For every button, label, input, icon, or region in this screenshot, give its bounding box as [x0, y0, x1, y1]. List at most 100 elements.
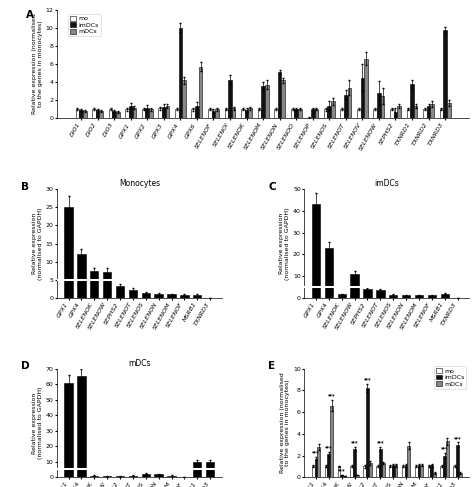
Bar — [350, 467, 353, 477]
Bar — [315, 110, 318, 118]
Text: ***: *** — [377, 440, 384, 445]
Bar — [199, 67, 202, 118]
Legend: mo, imDCs, mDCs: mo, imDCs, mDCs — [68, 14, 100, 36]
Bar — [433, 473, 436, 477]
Bar — [155, 294, 163, 298]
Bar — [245, 111, 248, 118]
Bar — [92, 110, 96, 118]
Bar — [397, 106, 401, 118]
Bar — [109, 110, 112, 118]
Bar — [90, 476, 99, 477]
Bar — [428, 296, 436, 298]
Text: ***: *** — [312, 450, 320, 455]
Bar — [274, 110, 278, 118]
Bar — [155, 474, 163, 477]
Text: ***: *** — [364, 377, 371, 382]
Bar — [158, 109, 162, 118]
Bar — [340, 110, 344, 118]
Text: ***: *** — [351, 440, 358, 445]
Bar — [393, 112, 397, 118]
Bar — [439, 110, 443, 118]
Bar — [405, 465, 408, 477]
Bar — [193, 295, 201, 298]
Bar — [315, 459, 318, 477]
Bar — [180, 295, 189, 298]
Bar — [382, 463, 384, 477]
Bar — [337, 467, 340, 477]
Bar — [418, 465, 420, 477]
Bar — [430, 104, 434, 118]
Bar — [344, 95, 347, 118]
Bar — [331, 101, 335, 118]
Bar — [83, 111, 87, 118]
Bar — [282, 80, 285, 118]
Bar — [77, 376, 86, 477]
Text: ***: *** — [454, 436, 461, 441]
Bar — [103, 476, 111, 477]
Bar — [402, 295, 410, 298]
Bar — [415, 295, 423, 298]
Bar — [364, 58, 368, 118]
Y-axis label: Relative expression
(normalised to GAPDH): Relative expression (normalised to GAPDH… — [32, 207, 43, 280]
Bar — [407, 110, 410, 118]
Text: ***: *** — [338, 468, 346, 473]
Bar — [211, 111, 215, 118]
Title: imDCs: imDCs — [374, 179, 399, 188]
Bar — [376, 467, 379, 477]
Bar — [440, 467, 443, 477]
Bar — [64, 382, 73, 477]
Bar — [291, 110, 294, 118]
Bar — [261, 86, 265, 118]
Bar — [90, 271, 99, 298]
Bar — [325, 467, 328, 477]
Bar — [318, 447, 320, 477]
Bar — [343, 476, 346, 477]
Bar — [427, 106, 430, 118]
Bar — [162, 107, 165, 118]
Bar — [103, 273, 111, 298]
Bar — [116, 112, 119, 118]
Bar — [414, 106, 418, 118]
Bar — [79, 111, 83, 118]
Bar — [395, 465, 398, 477]
Bar — [298, 110, 301, 118]
Bar — [116, 286, 124, 298]
Bar — [440, 294, 449, 298]
Legend: mo, imDCs, mDCs: mo, imDCs, mDCs — [434, 366, 466, 389]
Bar — [142, 474, 150, 477]
Bar — [430, 465, 433, 477]
Bar — [415, 467, 418, 477]
Bar — [325, 248, 333, 298]
Bar — [64, 207, 73, 298]
Bar — [96, 111, 100, 118]
Bar — [447, 103, 450, 118]
Bar — [389, 295, 397, 298]
Bar — [379, 449, 382, 477]
Bar — [100, 111, 103, 118]
Bar — [443, 455, 446, 477]
Bar — [311, 110, 315, 118]
Bar — [356, 475, 359, 477]
Bar — [402, 467, 405, 477]
Text: ***: *** — [328, 393, 336, 398]
Bar — [241, 110, 245, 118]
Bar — [193, 462, 201, 477]
Bar — [376, 290, 384, 298]
Bar — [374, 110, 377, 118]
Bar — [392, 465, 395, 477]
Bar — [328, 106, 331, 118]
Title: Monocytes: Monocytes — [119, 179, 160, 188]
Bar — [390, 110, 393, 118]
Bar — [77, 254, 86, 298]
Bar — [76, 110, 79, 118]
Bar — [278, 72, 282, 118]
Bar — [420, 465, 423, 477]
Bar — [324, 110, 328, 118]
Bar — [257, 110, 261, 118]
Text: E: E — [268, 361, 275, 371]
Bar — [340, 475, 343, 477]
Bar — [312, 467, 315, 477]
Bar — [408, 446, 410, 477]
Text: ***: *** — [441, 446, 448, 451]
Bar — [459, 473, 462, 477]
